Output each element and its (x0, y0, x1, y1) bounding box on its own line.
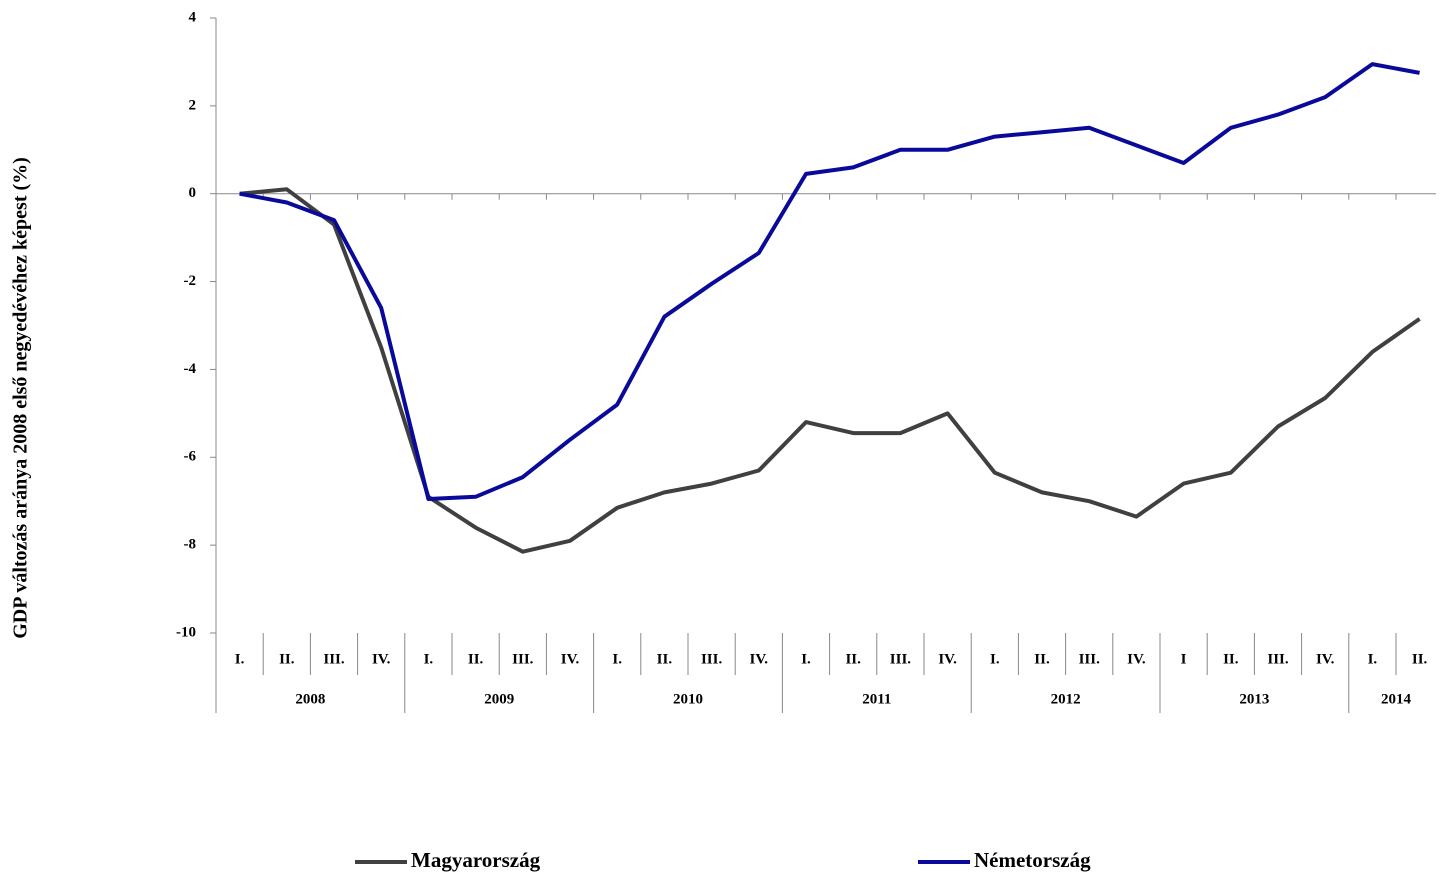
x-tick-label: I. (612, 651, 622, 667)
group-label: 2011 (862, 691, 891, 707)
y-tick-label: -4 (184, 361, 197, 377)
y-tick-label: -2 (184, 273, 197, 289)
x-tick-label: II. (1412, 651, 1428, 667)
x-tick-label: I. (235, 651, 245, 667)
x-tick-label: III. (1079, 651, 1101, 667)
group-label: 2009 (484, 691, 514, 707)
x-tick-label: IV. (372, 651, 391, 667)
y-tick-label: 0 (189, 185, 197, 201)
legend-label: Magyarország (411, 848, 541, 872)
line-series (239, 62, 1420, 501)
x-tick-label: III. (890, 651, 912, 667)
x-tick-label: II. (279, 651, 295, 667)
y-tick-label: -6 (184, 449, 197, 465)
group-label: 2012 (1051, 691, 1081, 707)
x-tick-label: IV. (1316, 651, 1335, 667)
x-tick-label: I. (1368, 651, 1378, 667)
x-tick-label: IV. (1127, 651, 1146, 667)
x-tick-label: II. (468, 651, 484, 667)
y-tick-label: -8 (184, 537, 197, 553)
x-tick-label: III. (701, 651, 723, 667)
y-tick-label: 2 (189, 97, 197, 113)
x-tick-label: I. (801, 651, 811, 667)
group-label: 2010 (673, 691, 703, 707)
x-tick-label: IV. (938, 651, 957, 667)
group-label: 2014 (1381, 691, 1412, 707)
x-tick-label: I. (990, 651, 1000, 667)
x-tick-label: I. (424, 651, 434, 667)
x-tick-label: II. (845, 651, 861, 667)
x-tick-label: III. (1267, 651, 1289, 667)
legend-label: Németország (974, 848, 1091, 872)
x-tick-label: I (1181, 651, 1187, 667)
y-tick-label: -10 (176, 624, 196, 640)
x-tick-label: II. (1223, 651, 1239, 667)
group-label: 2008 (295, 691, 325, 707)
x-tick-label: II. (657, 651, 673, 667)
line-series (239, 187, 1421, 554)
x-tick-label: III. (512, 651, 534, 667)
x-tick-label: III. (323, 651, 345, 667)
y-tick-label: 4 (189, 9, 197, 25)
group-label: 2013 (1239, 691, 1269, 707)
x-tick-label: IV. (561, 651, 580, 667)
y-axis-label: GDP változás aránya 2008 első negyedévéh… (10, 157, 32, 639)
x-tick-label: II. (1034, 651, 1050, 667)
x-tick-label: IV. (750, 651, 769, 667)
